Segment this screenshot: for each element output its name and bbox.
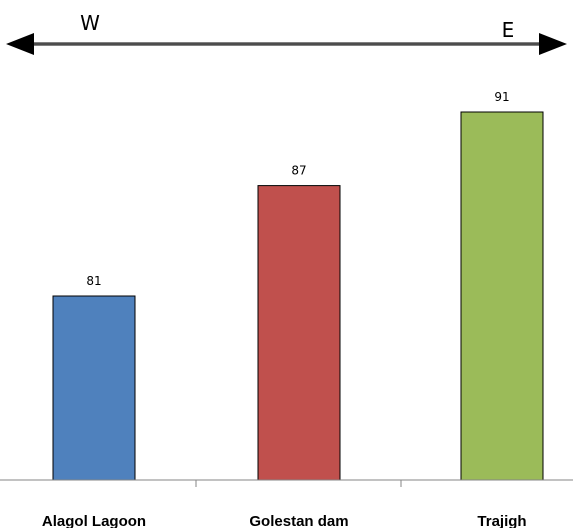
data-label-golestan-dam: 87 — [291, 164, 306, 178]
x-axis-ticks — [195, 480, 402, 487]
arrow-head-east-icon — [539, 33, 567, 55]
category-label-trajigh: Trajigh — [477, 513, 526, 528]
category-label-alagol-lagoon: Alagol Lagoon — [42, 513, 146, 528]
east-label: E — [502, 18, 515, 42]
data-labels: 81 87 91 — [86, 90, 509, 288]
direction-arrow — [6, 33, 567, 55]
west-label: W — [80, 11, 100, 35]
bar-trajigh — [460, 111, 544, 481]
data-label-alagol-lagoon: 81 — [86, 274, 101, 288]
bar-golestan-dam — [257, 185, 341, 481]
data-label-trajigh: 91 — [494, 90, 509, 104]
bar-alagol-lagoon — [52, 295, 136, 481]
category-label-golestan-dam: Golestan dam — [249, 513, 348, 528]
arrow-head-west-icon — [6, 33, 34, 55]
category-labels: Alagol Lagoon Golestan dam Trajigh — [42, 513, 527, 528]
bar-series — [52, 111, 544, 481]
